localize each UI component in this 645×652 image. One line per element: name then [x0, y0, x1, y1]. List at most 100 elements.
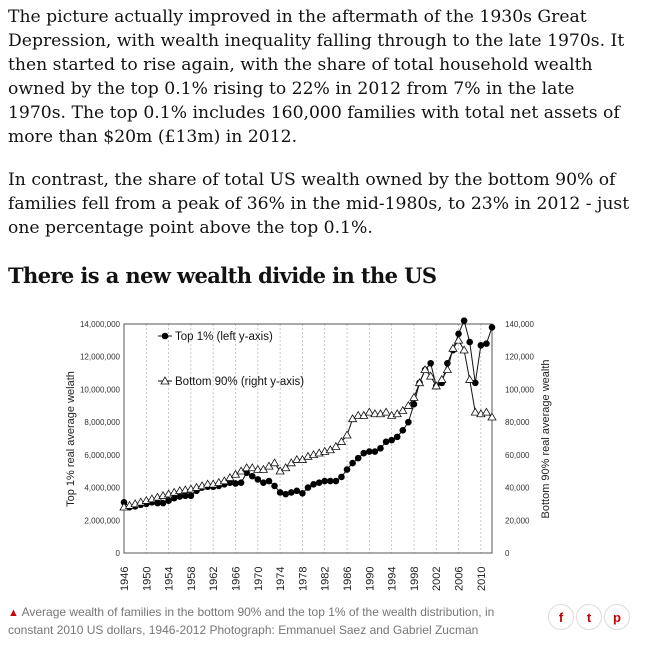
- caption-text: Average wealth of families in the bottom…: [8, 605, 495, 637]
- bottom90-point: [202, 479, 213, 488]
- x-tick-label: 1962: [208, 567, 220, 591]
- top1-point: [282, 490, 289, 498]
- y-tick-label-right: 40,000: [505, 484, 530, 493]
- top1-point: [243, 469, 250, 477]
- bottom90-point: [437, 374, 447, 383]
- x-tick-label: 2002: [431, 567, 443, 591]
- top1-point: [226, 479, 234, 486]
- bottom90-point: [241, 463, 252, 472]
- twitter-share-button[interactable]: t: [576, 604, 602, 630]
- top1-point: [371, 448, 379, 455]
- top1-point: [366, 448, 373, 455]
- top1-point: [354, 454, 362, 462]
- top1-point: [360, 449, 368, 457]
- bottom90-point: [409, 392, 419, 401]
- top1-line: [123, 319, 493, 508]
- bottom90-point: [464, 374, 475, 383]
- y-tick-label-left: 4,000,000: [84, 484, 120, 493]
- top1-point: [248, 472, 256, 480]
- chart-axes: Top 1% real average welath Bottom 90% re…: [65, 320, 552, 591]
- facebook-share-button[interactable]: f: [548, 604, 574, 630]
- x-tick-label: 1998: [409, 567, 421, 591]
- bottom90-point: [453, 335, 464, 344]
- bottom90-point: [370, 409, 380, 418]
- x-tick-label: 1950: [141, 567, 153, 591]
- x-tick-label: 1958: [186, 567, 198, 591]
- bottom90-point: [336, 436, 347, 445]
- top1-point: [120, 498, 128, 506]
- bottom90-point: [292, 454, 302, 463]
- chart-grid: [123, 324, 482, 553]
- caption-triangle-icon: ▲: [8, 607, 19, 619]
- top1-point: [349, 459, 356, 467]
- top1-point: [477, 341, 485, 349]
- y-tick-label-left: 14,000,000: [80, 320, 121, 329]
- y-tick-label-left: 0: [116, 549, 121, 558]
- y-tick-label-right: 0: [505, 549, 510, 558]
- x-tick-label: 1990: [364, 567, 376, 591]
- x-tick-label: 1982: [320, 567, 332, 591]
- top1-point: [237, 479, 245, 486]
- bottom90-point: [481, 407, 492, 416]
- bottom90-point: [470, 407, 480, 416]
- top1-point: [299, 489, 306, 497]
- x-tick-label: 1986: [342, 567, 354, 591]
- bottom90-point: [280, 463, 291, 472]
- top1-point: [410, 400, 418, 408]
- bottom90-point: [353, 410, 363, 419]
- top1-point: [187, 492, 195, 500]
- pinterest-share-button[interactable]: p: [604, 604, 630, 630]
- bottom90-point: [459, 345, 469, 354]
- bottom90-point: [253, 464, 263, 473]
- y-axis-label-left: Top 1% real average welath: [65, 371, 77, 507]
- bottom90-point: [448, 343, 458, 352]
- x-tick-label: 1994: [387, 567, 399, 591]
- top1-point: [427, 359, 434, 367]
- chart-series: [119, 317, 497, 511]
- top1-point: [182, 492, 189, 500]
- bottom90-line: [123, 339, 493, 508]
- chart-heading: There is a new wealth divide in the US: [8, 263, 437, 288]
- bottom90-point: [420, 365, 430, 373]
- x-tick-label: 1966: [231, 567, 243, 591]
- y-tick-label-left: 10,000,000: [80, 385, 121, 394]
- article-paragraph: The picture actually improved in the aft…: [8, 7, 625, 147]
- legend-bottom90-marker: [160, 376, 170, 385]
- bottom90-point: [247, 463, 257, 472]
- legend-top1-marker: [161, 332, 169, 340]
- bottom90-point: [331, 441, 341, 450]
- top1-point: [483, 340, 490, 347]
- top1-point: [466, 338, 473, 346]
- top1-point: [165, 497, 172, 504]
- bottom90-point: [398, 405, 408, 414]
- x-tick-label: 1974: [275, 567, 287, 591]
- top1-point: [265, 477, 273, 485]
- top1-point: [276, 489, 284, 496]
- top1-point: [327, 477, 334, 485]
- top1-point: [332, 477, 340, 485]
- top1-point: [304, 484, 312, 491]
- wealth-chart: Top 1% real average welath Bottom 90% re…: [65, 317, 552, 591]
- x-tick-label: 1978: [297, 567, 309, 591]
- plot-frame: [123, 323, 493, 554]
- top1-point: [460, 317, 468, 325]
- top1-point: [338, 473, 345, 481]
- top1-point: [159, 499, 167, 507]
- bottom90-point: [414, 378, 425, 387]
- bottom90-point: [342, 430, 352, 439]
- top1-point: [471, 379, 479, 387]
- legend-top1-label: Top 1% (left y-axis): [175, 331, 273, 343]
- y-tick-label-right: 20,000: [505, 516, 530, 525]
- y-tick-label-right: 60,000: [505, 451, 530, 460]
- bottom90-point: [381, 407, 391, 416]
- chart-legend: Top 1% (left y-axis) Bottom 90% (right y-…: [158, 331, 304, 388]
- bottom90-point: [269, 458, 280, 467]
- bottom90-point: [364, 407, 375, 416]
- chart-caption: ▲ Average wealth of families in the bott…: [8, 604, 528, 639]
- y-tick-label-left: 2,000,000: [84, 516, 120, 525]
- top1-point: [232, 480, 239, 487]
- top1-point: [254, 476, 262, 483]
- y-tick-label-right: 120,000: [505, 353, 534, 362]
- top1-point: [393, 433, 401, 441]
- y-tick-label-left: 8,000,000: [84, 418, 120, 427]
